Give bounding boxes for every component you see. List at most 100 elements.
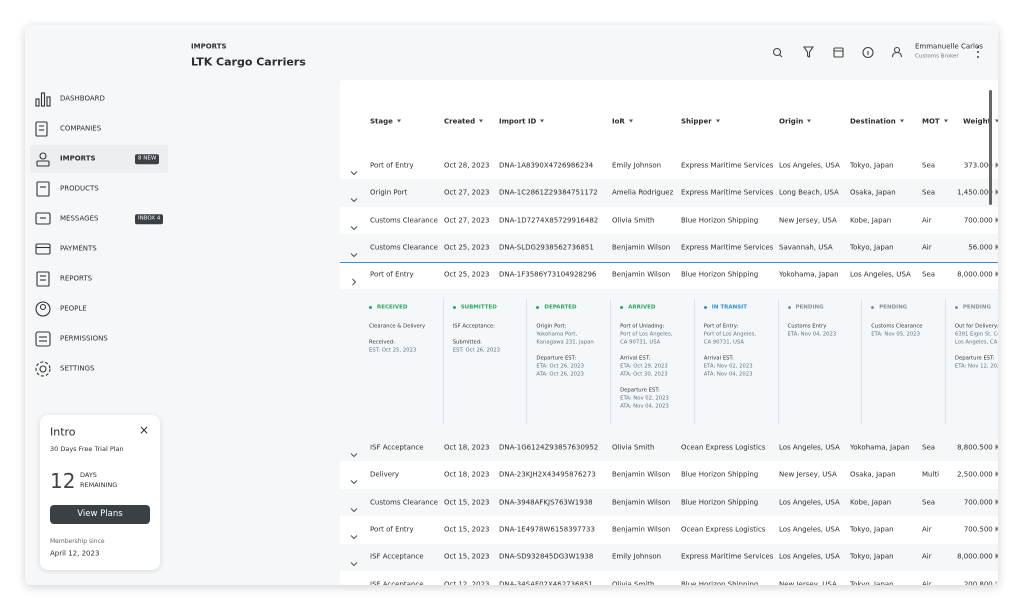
cell: Blue Horizon Shipping bbox=[681, 580, 759, 585]
step-detail: EST: Oct 25, 2023 bbox=[369, 347, 417, 354]
cell: Air bbox=[922, 580, 932, 585]
cell: Oct 12, 2023 bbox=[444, 580, 490, 585]
cell: New Jersey, USA bbox=[779, 216, 837, 224]
cell: Benjamin Wilson bbox=[612, 498, 671, 506]
cell: Amelia Rodriguez bbox=[612, 188, 674, 197]
nav-item[interactable]: MESSAGES bbox=[60, 214, 99, 223]
main-area: IMPORTS LTK Cargo Carriers Emmanuelle Ca… bbox=[175, 25, 998, 585]
column-header[interactable]: Created bbox=[444, 118, 483, 126]
nav-item[interactable]: IMPORTS bbox=[60, 154, 96, 163]
nav-item[interactable]: DASHBOARD bbox=[60, 94, 105, 103]
cell: Express Maritime Services bbox=[681, 188, 774, 197]
expand-toggle[interactable] bbox=[350, 217, 358, 236]
column-header[interactable]: Destination bbox=[850, 118, 904, 126]
expand-toggle[interactable] bbox=[350, 271, 358, 290]
nav-item[interactable]: PERMISSIONS bbox=[60, 334, 108, 343]
cell: Los Angeles, USA bbox=[779, 161, 840, 170]
filter-icon[interactable] bbox=[802, 46, 815, 58]
row-background bbox=[340, 179, 998, 207]
step-detail: Out for Delivery: bbox=[954, 323, 998, 330]
cell: 700.000 KG bbox=[963, 216, 998, 224]
nav-item[interactable]: REPORTS bbox=[60, 274, 93, 283]
step-divider bbox=[442, 299, 444, 424]
cell: Savannah, USA bbox=[779, 243, 833, 252]
step-detail: Arrival EST: bbox=[703, 355, 734, 362]
expand-toggle[interactable] bbox=[350, 499, 358, 518]
nav-item[interactable]: PEOPLE bbox=[60, 304, 87, 313]
view-plans-button[interactable]: View Plans bbox=[50, 505, 150, 524]
step-status: PENDING bbox=[962, 304, 992, 311]
cell: DNA-34SAF02X462736851 bbox=[499, 580, 593, 585]
nav-icon bbox=[34, 210, 52, 232]
column-header[interactable]: Shipper bbox=[681, 118, 720, 126]
cell: Blue Horizon Shipping bbox=[681, 470, 759, 479]
cell: Air bbox=[922, 243, 932, 252]
column-header[interactable]: Import ID bbox=[499, 118, 544, 126]
step-detail: Yokohama Port, bbox=[536, 331, 578, 338]
cell: Tokyo, Japan bbox=[850, 580, 894, 585]
nav-icon bbox=[34, 270, 52, 292]
step-detail: Departure EST: bbox=[954, 355, 995, 362]
step-detail: Port of Los Angeles, bbox=[620, 331, 673, 338]
step-detail: ATA: Nov 04, 2023 bbox=[703, 371, 753, 378]
cell: Kobe, Japan bbox=[850, 498, 892, 506]
nav-icon bbox=[34, 360, 52, 382]
cell: Port of Entry bbox=[370, 161, 414, 170]
scrollbar[interactable] bbox=[989, 90, 992, 205]
expand-toggle[interactable] bbox=[350, 244, 358, 263]
cell: 1,450.000 KG bbox=[957, 188, 998, 197]
more-menu[interactable] bbox=[977, 46, 979, 58]
imports-table: Stage Created Import ID IoR Shipper Origin Des… bbox=[340, 80, 998, 585]
cell: Olivia Smith bbox=[612, 443, 655, 452]
step-detail: Port of Unlading: bbox=[620, 323, 665, 330]
step-detail: Los Angeles, CA 90731 bbox=[954, 339, 998, 346]
nav-item[interactable]: COMPANIES bbox=[60, 124, 102, 133]
cell: Air bbox=[922, 216, 932, 224]
expand-toggle[interactable] bbox=[350, 444, 358, 463]
step-detail: CA 90731, USA bbox=[703, 339, 744, 346]
cell: 700.500 KG bbox=[963, 525, 998, 534]
cell: Olivia Smith bbox=[612, 216, 655, 224]
cell: Tokyo, Japan bbox=[850, 552, 894, 561]
expand-toggle[interactable] bbox=[350, 526, 358, 545]
cell: DNA-1F3586Y73104928296 bbox=[499, 270, 597, 279]
expand-toggle[interactable] bbox=[350, 162, 358, 181]
remaining-label: REMAINING bbox=[80, 480, 118, 489]
step-status: RECEIVED bbox=[377, 304, 408, 311]
cell: Blue Horizon Shipping bbox=[681, 270, 759, 279]
user-role: Customs Broker bbox=[915, 53, 959, 60]
cell: New Jersey, USA bbox=[779, 470, 837, 479]
nav-item[interactable]: SETTINGS bbox=[60, 364, 95, 373]
column-header[interactable]: IoR bbox=[612, 118, 633, 126]
cell: Benjamin Wilson bbox=[612, 525, 671, 534]
user-icon[interactable] bbox=[891, 46, 903, 58]
close-button[interactable]: × bbox=[139, 423, 150, 437]
calendar-icon[interactable] bbox=[833, 47, 844, 58]
expand-toggle[interactable] bbox=[350, 471, 358, 490]
step-divider bbox=[610, 299, 612, 424]
nav-item[interactable]: PRODUCTS bbox=[60, 184, 99, 193]
expand-toggle[interactable] bbox=[350, 553, 358, 572]
column-header[interactable]: Weight bbox=[963, 118, 998, 126]
column-header[interactable]: Origin bbox=[779, 118, 811, 126]
search-icon[interactable] bbox=[772, 47, 783, 58]
column-header[interactable]: Stage bbox=[370, 118, 401, 126]
nav-icon bbox=[34, 180, 52, 202]
column-header[interactable]: MOT bbox=[922, 118, 948, 126]
step-detail: Kanagawa 231, Japan bbox=[536, 339, 594, 346]
cell: Long Beach, USA bbox=[779, 188, 839, 197]
step-detail: 6391 Elgin St. Celina, bbox=[954, 331, 998, 338]
step-divider bbox=[944, 299, 946, 424]
expand-toggle[interactable] bbox=[350, 189, 358, 208]
cell: Tokyo, Japan bbox=[850, 161, 894, 170]
nav-item[interactable]: PAYMENTS bbox=[60, 244, 97, 253]
cell: Los Angeles, USA bbox=[850, 270, 911, 279]
cell: Tokyo, Japan bbox=[850, 243, 894, 252]
user-name: Emmanuelle Carlos bbox=[915, 42, 983, 51]
expand-toggle[interactable] bbox=[350, 581, 358, 585]
step-divider bbox=[861, 299, 863, 424]
info-icon[interactable] bbox=[862, 46, 874, 59]
cell: Oct 18, 2023 bbox=[444, 443, 490, 452]
step-detail: Customs Clearance bbox=[871, 323, 923, 330]
